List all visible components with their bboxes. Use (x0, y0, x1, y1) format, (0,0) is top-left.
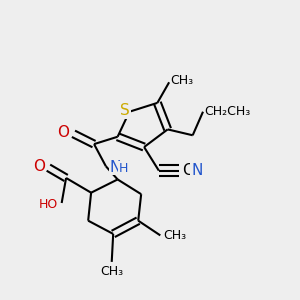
Text: S: S (120, 103, 130, 118)
Text: CH₃: CH₃ (163, 229, 186, 242)
Text: O: O (57, 125, 69, 140)
Text: O: O (33, 159, 45, 174)
Text: CH₃: CH₃ (171, 74, 194, 87)
Text: HO: HO (39, 198, 58, 211)
Text: N: N (191, 163, 202, 178)
Text: CH₂CH₃: CH₂CH₃ (205, 105, 251, 118)
Text: N: N (110, 160, 121, 175)
Text: C: C (182, 163, 192, 178)
Text: CH₃: CH₃ (100, 265, 123, 278)
Text: H: H (118, 162, 128, 175)
